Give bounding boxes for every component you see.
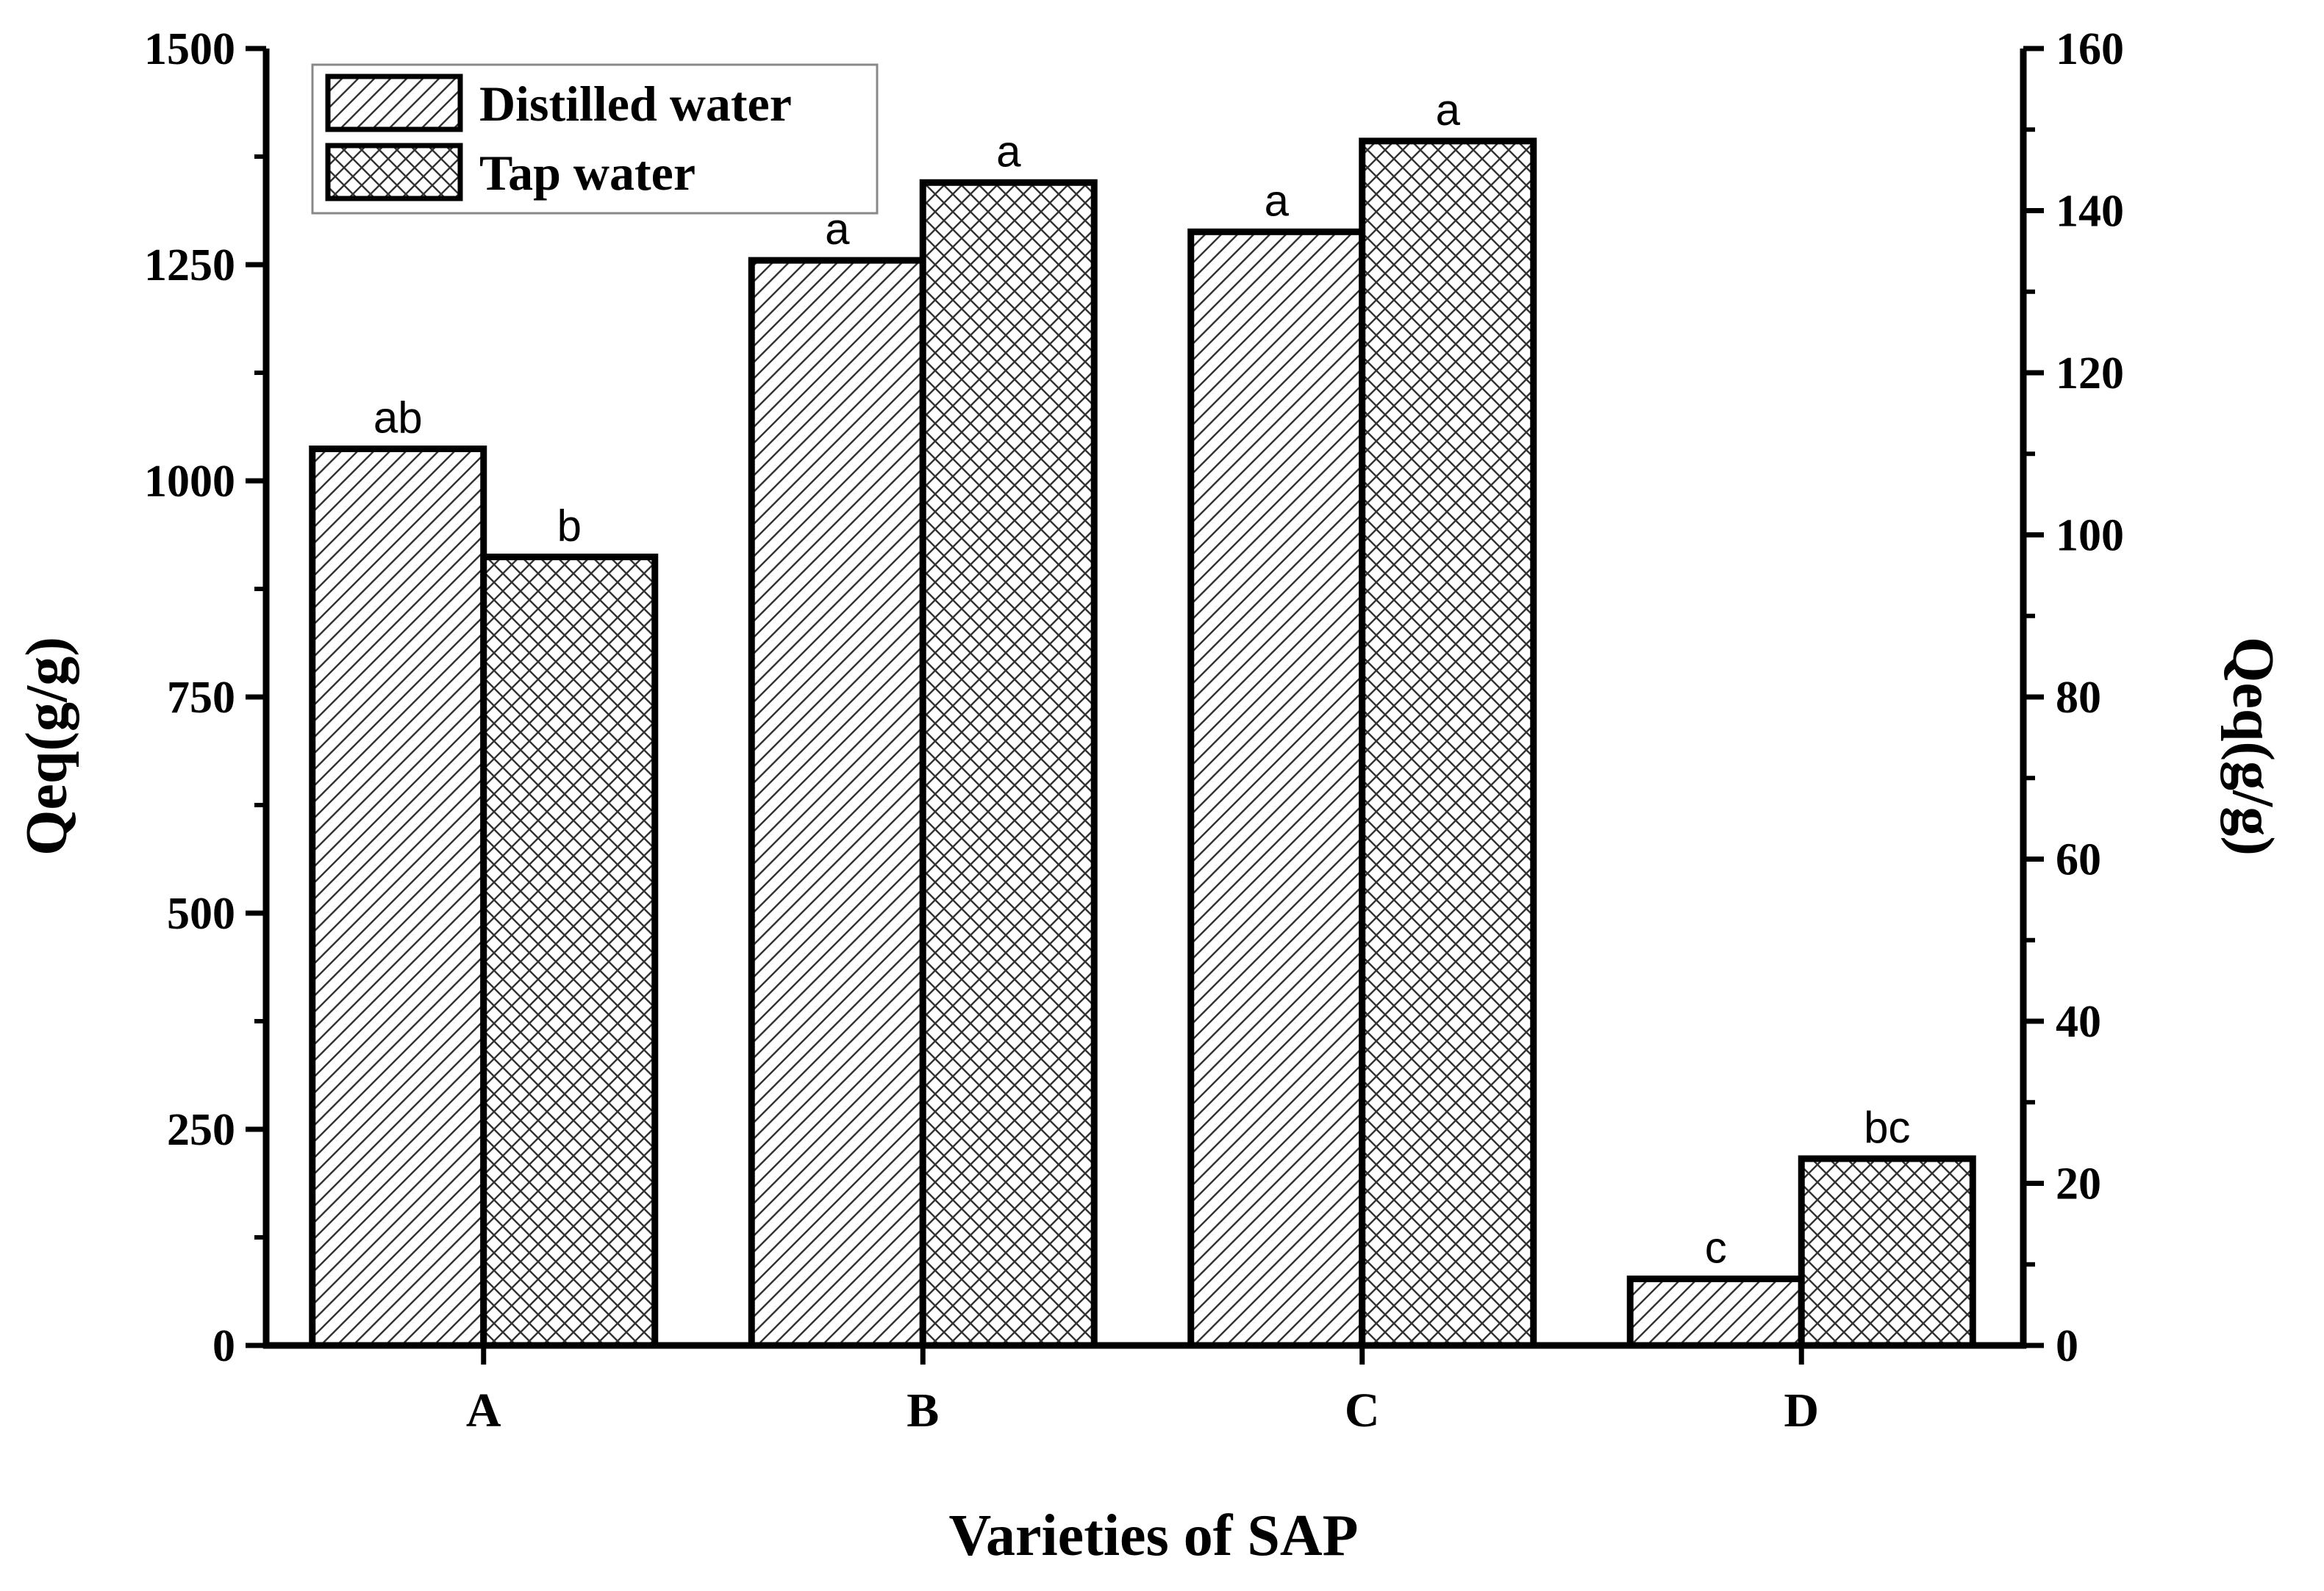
right-tick-label-40: 40 <box>2056 997 2101 1047</box>
bar-distilled-water-d <box>1626 1275 1805 1349</box>
right-axis-ticks: 0 20 40 60 80 100 120 140 160 <box>2023 24 2124 1371</box>
bar-distilled-water-a <box>309 445 487 1349</box>
bar-label-tap-water-d: bc <box>1864 1103 1910 1152</box>
x-tick-label-c: C <box>1345 1384 1380 1437</box>
bar-tap-water-a <box>480 553 659 1349</box>
bar-label-distilled-water-c: a <box>1265 176 1290 225</box>
left-y-axis-title: Qeq(g/g) <box>15 637 79 856</box>
legend-swatch-distilled-water <box>325 74 463 132</box>
legend: Distilled water Tap water <box>311 63 879 215</box>
right-tick-label-80: 80 <box>2056 673 2101 723</box>
bars-group <box>309 137 1976 1349</box>
left-tick-label-250: 250 <box>167 1105 235 1155</box>
left-axis-ticks: 0 250 500 750 1000 1250 1500 <box>144 24 266 1371</box>
bar-label-tap-water-a: b <box>557 501 582 550</box>
left-tick-label-500: 500 <box>167 889 235 939</box>
x-axis-ticks: A B C D <box>466 1345 1819 1437</box>
legend-label-distilled-water: Distilled water <box>479 76 792 132</box>
legend-swatch-tap-water <box>325 143 463 201</box>
right-tick-label-100: 100 <box>2056 511 2124 561</box>
bar-distilled-water-c <box>1187 228 1366 1349</box>
bar-tap-water-d <box>1798 1155 1976 1349</box>
left-tick-label-1250: 1250 <box>144 240 235 290</box>
x-tick-label-d: D <box>1784 1384 1819 1437</box>
bar-tap-water-c <box>1359 137 1537 1349</box>
x-axis-title: Varieties of SAP <box>949 1504 1359 1568</box>
right-tick-label-120: 120 <box>2056 348 2124 398</box>
bar-label-distilled-water-a: ab <box>373 393 423 442</box>
left-tick-label-1500: 1500 <box>144 24 235 74</box>
left-tick-label-750: 750 <box>167 673 235 723</box>
legend-label-tap-water: Tap water <box>479 145 696 201</box>
bar-label-distilled-water-d: c <box>1705 1223 1727 1272</box>
bar-label-tap-water-b: a <box>996 126 1021 176</box>
right-tick-label-140: 140 <box>2056 187 2124 237</box>
right-tick-label-20: 20 <box>2056 1159 2101 1209</box>
left-tick-label-1000: 1000 <box>144 457 235 507</box>
bar-label-tap-water-c: a <box>1436 85 1461 135</box>
left-tick-label-0: 0 <box>212 1321 235 1371</box>
bar-distilled-water-b <box>748 257 926 1349</box>
right-tick-label-160: 160 <box>2056 24 2124 74</box>
x-tick-label-a: A <box>466 1384 501 1437</box>
bar-tap-water-b <box>919 179 1098 1349</box>
right-y-axis-title: Qeq(g/g) <box>2220 637 2285 856</box>
right-tick-label-60: 60 <box>2056 835 2101 885</box>
right-tick-label-0: 0 <box>2056 1321 2078 1371</box>
x-tick-label-b: B <box>907 1384 939 1437</box>
